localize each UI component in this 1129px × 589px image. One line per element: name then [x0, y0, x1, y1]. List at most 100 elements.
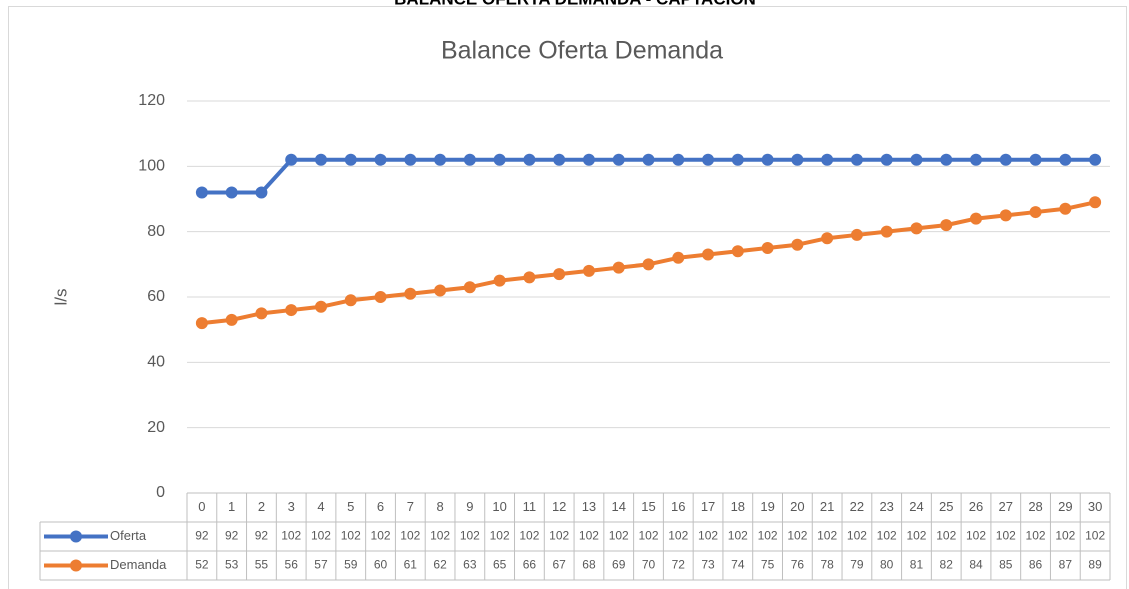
- table-value: 87: [1059, 558, 1073, 572]
- x-tick-label: 4: [317, 499, 324, 514]
- table-value: 56: [285, 558, 299, 572]
- table-value: 102: [996, 529, 1016, 543]
- x-tick-label: 15: [641, 499, 655, 514]
- table-value: 102: [906, 529, 926, 543]
- y-tick-label: 60: [147, 288, 165, 305]
- point-marker: [434, 153, 447, 166]
- table-value: 102: [1085, 529, 1105, 543]
- point-marker: [404, 153, 417, 166]
- table-value: 102: [400, 529, 420, 543]
- table-value: 102: [549, 529, 569, 543]
- x-tick-label: 13: [582, 499, 596, 514]
- x-tick-label: 8: [436, 499, 443, 514]
- point-marker: [791, 153, 804, 166]
- table-value: 76: [791, 558, 805, 572]
- table-value: 85: [999, 558, 1013, 572]
- point-marker: [582, 153, 595, 166]
- point-marker: [850, 228, 863, 241]
- point-marker: [731, 245, 744, 258]
- legend-label: Demanda: [110, 557, 167, 572]
- x-tick-label: 30: [1088, 499, 1102, 514]
- point-marker: [970, 212, 983, 225]
- x-tick-label: 7: [407, 499, 414, 514]
- point-marker: [463, 281, 476, 294]
- point-marker: [672, 251, 685, 264]
- table-value: 74: [731, 558, 745, 572]
- y-tick-label: 40: [147, 354, 165, 371]
- legend-label: Oferta: [110, 528, 147, 543]
- x-tick-label: 0: [198, 499, 205, 514]
- table-value: 89: [1088, 558, 1102, 572]
- point-marker: [970, 153, 983, 166]
- point-marker: [612, 261, 625, 274]
- table-value: 102: [341, 529, 361, 543]
- legend-marker: [70, 559, 82, 572]
- table-value: 102: [609, 529, 629, 543]
- point-marker: [910, 153, 923, 166]
- table-value: 78: [820, 558, 834, 572]
- x-tick-label: 26: [969, 499, 983, 514]
- x-tick-label: 20: [790, 499, 804, 514]
- point-marker: [285, 304, 298, 317]
- table-value: 102: [490, 529, 510, 543]
- x-tick-label: 28: [1028, 499, 1042, 514]
- x-tick-label: 22: [850, 499, 864, 514]
- table-value: 102: [1055, 529, 1075, 543]
- point-marker: [374, 153, 387, 166]
- table-value: 92: [195, 529, 209, 543]
- x-tick-label: 17: [701, 499, 715, 514]
- chart-title: Balance Oferta Demanda: [441, 37, 723, 65]
- table-value: 68: [582, 558, 596, 572]
- x-tick-label: 16: [671, 499, 685, 514]
- x-tick-label: 9: [466, 499, 473, 514]
- point-marker: [255, 307, 268, 320]
- x-tick-label: 11: [523, 499, 537, 514]
- x-tick-label: 29: [1058, 499, 1072, 514]
- x-tick-label: 5: [347, 499, 354, 514]
- point-marker: [553, 268, 566, 281]
- chart-border: [8, 6, 1127, 589]
- table-value: 59: [344, 558, 358, 572]
- y-tick-label: 20: [147, 419, 165, 436]
- table-value: 57: [314, 558, 328, 572]
- table-value: 62: [433, 558, 447, 572]
- point-marker: [731, 153, 744, 166]
- point-marker: [880, 153, 893, 166]
- table-value: 102: [638, 529, 658, 543]
- table-value: 102: [668, 529, 688, 543]
- table-value: 60: [374, 558, 388, 572]
- table-value: 65: [493, 558, 507, 572]
- table-value: 102: [787, 529, 807, 543]
- point-marker: [761, 242, 774, 254]
- point-marker: [493, 153, 506, 166]
- table-value: 72: [672, 558, 686, 572]
- point-marker: [553, 153, 566, 166]
- table-value: 102: [847, 529, 867, 543]
- table-value: 102: [1026, 529, 1046, 543]
- point-marker: [791, 238, 804, 251]
- point-marker: [642, 153, 655, 166]
- table-value: 70: [642, 558, 656, 572]
- table-value: 102: [817, 529, 837, 543]
- x-tick-label: 19: [760, 499, 774, 514]
- table-value: 66: [523, 558, 537, 572]
- table-value: 80: [880, 558, 894, 572]
- table-value: 102: [281, 529, 301, 543]
- x-tick-label: 23: [879, 499, 893, 514]
- table-value: 84: [969, 558, 983, 572]
- point-marker: [523, 271, 536, 284]
- point-marker: [999, 153, 1012, 166]
- point-marker: [434, 284, 447, 297]
- table-value: 67: [552, 558, 566, 572]
- page-header: BALANCE OFERTA DEMANDA - CAPTACIÓN: [394, 0, 756, 8]
- point-marker: [821, 153, 834, 166]
- y-tick-label: 80: [147, 223, 165, 240]
- table-value: 53: [225, 558, 239, 572]
- point-marker: [195, 317, 208, 330]
- point-marker: [1029, 206, 1042, 219]
- x-tick-label: 25: [939, 499, 953, 514]
- point-marker: [850, 153, 863, 166]
- point-marker: [702, 248, 715, 261]
